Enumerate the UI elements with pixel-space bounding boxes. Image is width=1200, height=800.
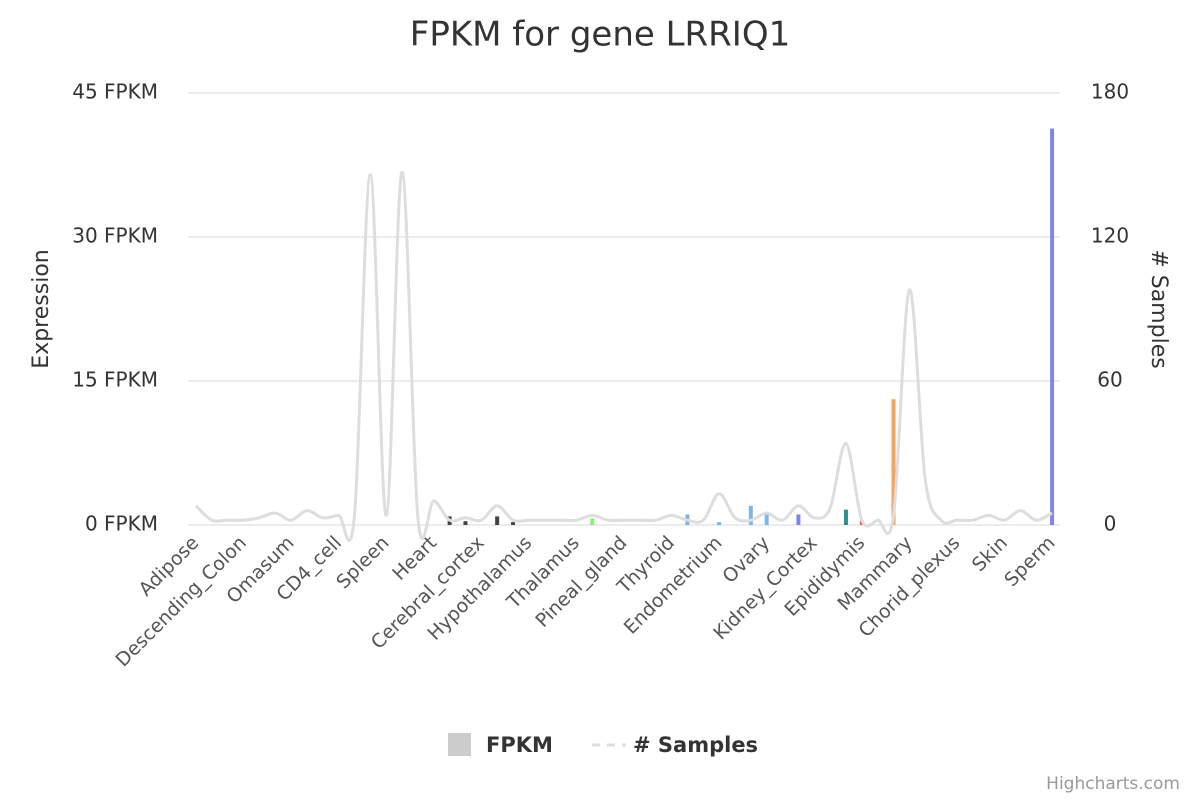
- y2-tick-label: 120: [1091, 224, 1129, 248]
- y-tick-label: 0 FPKM: [85, 512, 158, 536]
- legend-label: # Samples: [633, 733, 758, 757]
- bar: [511, 522, 516, 525]
- legend-label: FPKM: [486, 733, 553, 757]
- legend-symbol: [448, 733, 471, 756]
- y-tick-label: 45 FPKM: [72, 80, 158, 104]
- y-axis-title: Expression: [29, 249, 54, 368]
- y2-tick-label: 0: [1104, 512, 1117, 536]
- chart-title: FPKM for gene LRRIQ1: [410, 15, 790, 55]
- x-tick-label: Spleen: [332, 532, 393, 593]
- bar: [891, 399, 896, 525]
- y-tick-label: 15 FPKM: [72, 368, 158, 392]
- bar: [748, 505, 753, 525]
- samples-line: [194, 170, 1053, 542]
- bar: [717, 522, 722, 525]
- y2-axis-title: # Samples: [1146, 249, 1171, 368]
- bar: [843, 509, 848, 525]
- y2-tick-label: 180: [1091, 80, 1129, 104]
- bar: [495, 516, 500, 525]
- y2-tick-label: 60: [1097, 368, 1122, 392]
- bar: [463, 521, 468, 525]
- bar: [590, 518, 595, 525]
- credits: Highcharts.com: [1046, 774, 1180, 794]
- bar: [796, 514, 801, 525]
- bar: [1050, 128, 1055, 525]
- bar: [764, 513, 769, 525]
- y-tick-label: 30 FPKM: [72, 224, 158, 248]
- x-tick-label: Sperm: [1000, 532, 1059, 591]
